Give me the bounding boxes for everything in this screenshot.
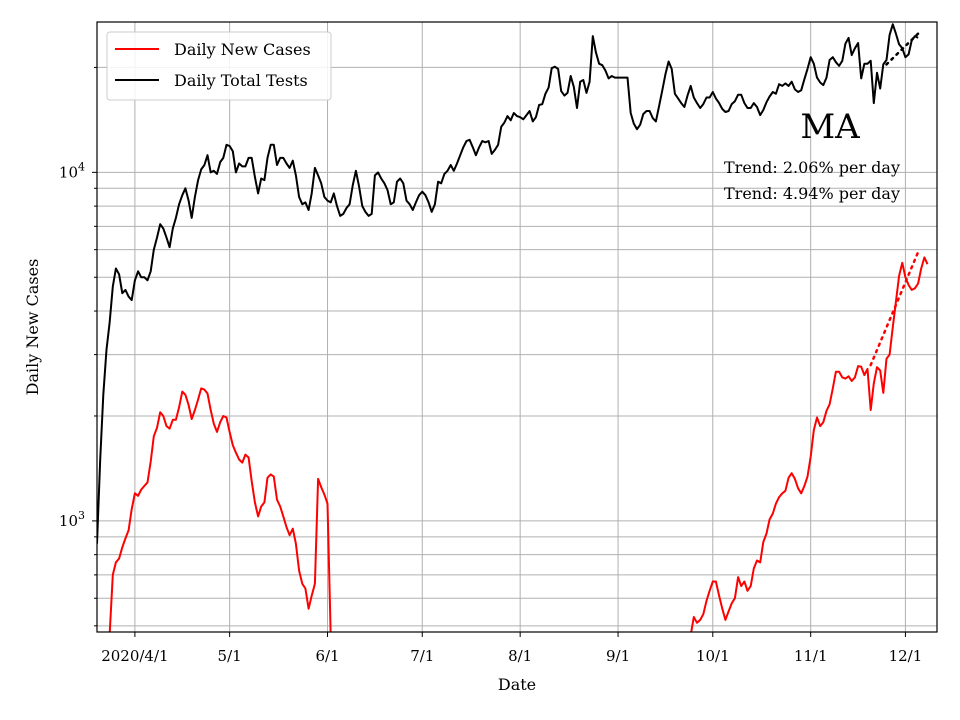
trend-text-cases: Trend: 4.94% per day: [724, 184, 900, 203]
y-axis-label: Daily New Cases: [23, 259, 42, 396]
plot-frame: [96, 21, 938, 633]
y-tick-label: 103: [59, 509, 85, 530]
x-tick-label: 9/1: [606, 647, 630, 665]
legend: Daily New Cases Daily Total Tests: [106, 31, 332, 101]
legend-label-daily-new-cases: Daily New Cases: [174, 40, 311, 59]
state-annotation: MA: [800, 107, 860, 147]
series-line-daily-new-cases-segment-0: [108, 387, 332, 632]
x-tick-label: 8/1: [508, 647, 532, 665]
x-axis-ticks: 2020/4/1 5/1 6/1 7/1 8/1 9/1 10/1 11/1 12/1: [101, 632, 922, 665]
x-tick-label: 12/1: [889, 647, 923, 665]
trend-text-tests: Trend: 2.06% per day: [724, 158, 900, 177]
x-tick-label: 7/1: [410, 647, 434, 665]
trend-line-1: [869, 250, 920, 367]
x-tick-label: 5/1: [218, 647, 242, 665]
x-axis-label: Date: [498, 675, 536, 694]
x-tick-label: 11/1: [794, 647, 828, 665]
series-layer: [97, 23, 929, 632]
x-tick-label: 2020/4/1: [101, 647, 168, 665]
x-tick-label: 6/1: [315, 647, 339, 665]
y-axis-ticks: 103 104: [59, 66, 97, 627]
legend-label-daily-total-tests: Daily Total Tests: [174, 71, 308, 90]
series-line-daily-total-tests-segment-0: [97, 23, 919, 544]
series-line-daily-new-cases-segment-1: [690, 256, 929, 632]
trend-line-0: [885, 32, 920, 66]
x-tick-label: 10/1: [696, 647, 730, 665]
y-tick-label: 104: [59, 160, 85, 181]
grid-lines: [97, 22, 937, 632]
legend-box: [106, 31, 332, 101]
